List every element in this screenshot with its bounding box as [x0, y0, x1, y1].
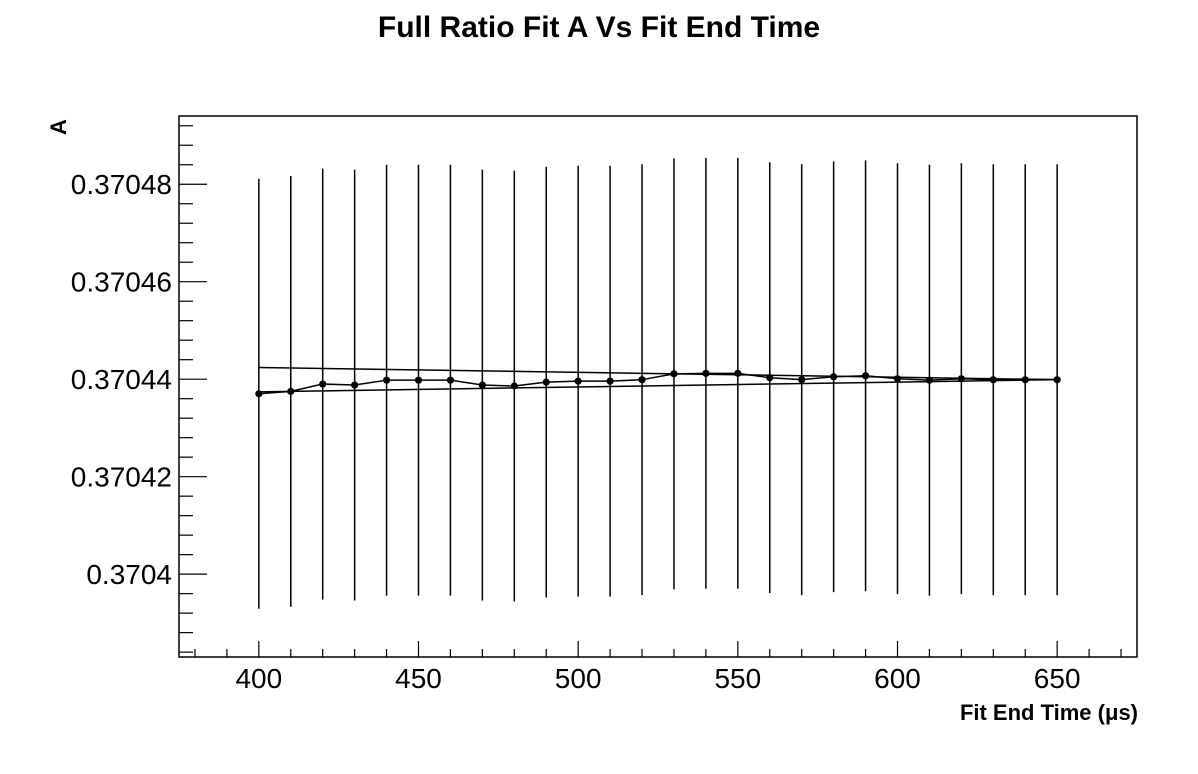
y-tick-label: 0.37048 — [71, 169, 172, 200]
y-tick-label: 0.37042 — [71, 462, 172, 493]
x-tick-label: 600 — [874, 663, 921, 694]
data-point — [574, 377, 582, 385]
data-point — [957, 375, 965, 383]
x-tick-label: 450 — [395, 663, 442, 694]
data-point — [798, 376, 806, 384]
plot-frame — [178, 115, 1138, 658]
data-point — [830, 373, 838, 381]
reference-line — [258, 366, 1058, 381]
data-point — [925, 376, 934, 384]
data-point — [510, 382, 518, 390]
plot-area: 400 450 500 550 600 650 0.3704 0.37042 0.37044 0.… — [71, 115, 1138, 694]
y-axis-label: A — [46, 119, 71, 135]
x-tick-label: 550 — [714, 663, 761, 694]
data-point — [255, 390, 263, 398]
data-point — [766, 374, 774, 382]
x-tick-label: 650 — [1034, 663, 1081, 694]
series-line — [258, 372, 1058, 395]
data-point — [861, 372, 870, 380]
chart-title: Full Ratio Fit A Vs Fit End Time — [378, 11, 820, 44]
data-point — [606, 377, 614, 385]
data-point — [734, 369, 742, 377]
reference-line — [258, 378, 1058, 393]
data-point — [702, 369, 710, 377]
data-point — [1021, 376, 1029, 384]
data-point — [638, 376, 646, 384]
x-tick-label: 400 — [235, 663, 282, 694]
data-point — [319, 380, 327, 388]
data-point — [382, 376, 391, 384]
y-tick-label: 0.37044 — [71, 364, 172, 395]
data-point — [893, 375, 902, 383]
data-point — [414, 376, 423, 384]
x-tick-label: 500 — [555, 663, 602, 694]
data-point — [478, 381, 486, 389]
data-point — [542, 378, 550, 386]
y-tick-label: 0.3704 — [86, 559, 172, 590]
x-axis-label: Fit End Time (μs) — [960, 700, 1138, 725]
data-point — [670, 370, 678, 378]
data-point — [287, 387, 295, 395]
data-point — [446, 376, 455, 384]
y-tick-label: 0.37046 — [71, 267, 172, 298]
data-point — [351, 381, 359, 389]
data-point — [1053, 376, 1061, 384]
data-point — [989, 376, 997, 384]
